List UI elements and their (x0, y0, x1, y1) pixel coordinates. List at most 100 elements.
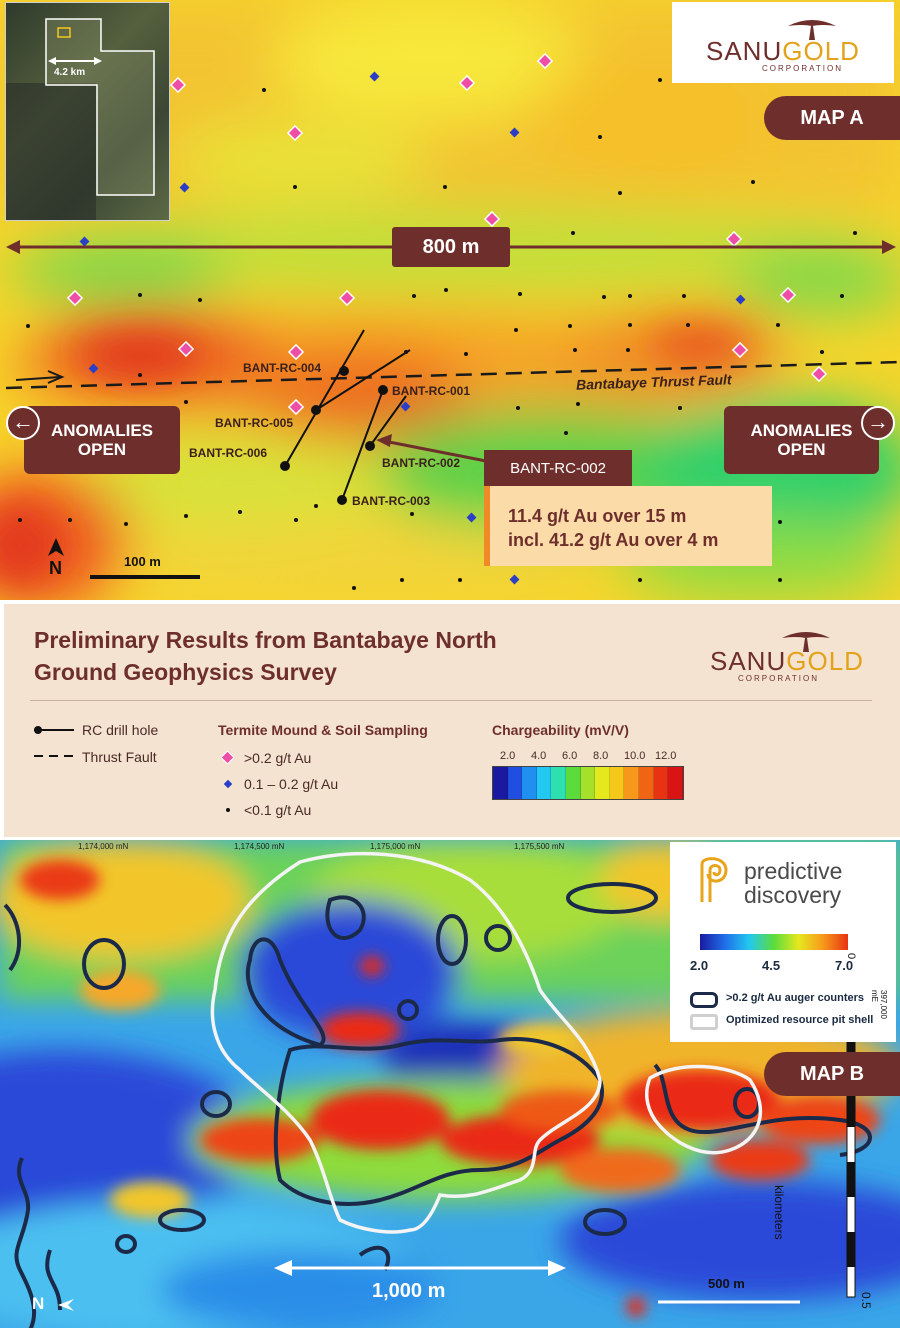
drill-holes (280, 329, 411, 505)
samples-mid (79, 71, 746, 585)
tree-icon (788, 20, 836, 40)
pit-shells (210, 851, 762, 1234)
anomalies-right-text: ANOMALIES OPEN (750, 421, 853, 459)
permit-outline (45, 18, 155, 196)
auger-contours (3, 882, 872, 1328)
thrust-arrow-icon (15, 370, 65, 384)
label-1000m: 1,000 m (372, 1280, 446, 1302)
label-800m: 800 m (392, 227, 510, 267)
legend-thrust-fault: Thrust Fault (82, 749, 157, 765)
legend-divider (30, 700, 872, 701)
arrow-1000m (274, 1260, 566, 1276)
colorbar-swatch (653, 767, 669, 799)
logo2-gold: GOLD (786, 646, 864, 676)
north-label: N (49, 558, 62, 578)
anomalies-open-right: ANOMALIES OPEN (724, 406, 879, 474)
north-arrow-b-icon (58, 1299, 74, 1311)
ramp-b-tick-1: 2.0 (690, 958, 709, 973)
colorbar-swatch (566, 767, 581, 799)
arrow-right-icon: → (861, 406, 895, 440)
northing-3: 1,175,000 mN (370, 842, 421, 851)
logo2-sanu: SANU (710, 646, 787, 676)
callout-line2: incl. 41.2 g/t Au over 4 m (508, 530, 719, 550)
arrow-left-icon: ← (6, 406, 40, 440)
legend-title: Preliminary Results from Bantabaye North… (34, 624, 497, 688)
drill-label-001: BANT-RC-001 (392, 384, 471, 398)
drill-label-004: BANT-RC-004 (243, 361, 322, 375)
scale-label-100m: 100 m (124, 554, 161, 569)
ramp-b-tick-2: 4.5 (762, 958, 781, 973)
ramp-b-colorbar (700, 934, 848, 950)
colorbar-swatch (639, 767, 654, 799)
legend-sample-low: <0.1 g/t Au (244, 802, 312, 818)
drill-label-003: BANT-RC-003 (352, 494, 431, 508)
inset-scale-label: 4.2 km (54, 67, 86, 78)
northing-1: 1,174,000 mN (78, 842, 129, 851)
legend-title-line2: Ground Geophysics Survey (34, 659, 337, 685)
colorbar-swatch (551, 767, 567, 799)
legend-pit: Optimized resource pit shell (726, 1014, 874, 1026)
logo-sanu: SANU (706, 36, 783, 66)
predictive-logo-icon (700, 857, 728, 902)
colorbar-swatch (624, 767, 640, 799)
north-label-b: N (32, 1294, 45, 1313)
project-location-marker (57, 27, 71, 38)
ramp-b-tick-3: 7.0 (835, 958, 854, 973)
logo2-sub: CORPORATION (738, 674, 819, 683)
legend-rc-drill: RC drill hole (82, 722, 159, 738)
north-arrow-icon (48, 538, 64, 556)
sanu-gold-logo-panel: SANUGOLD CORPORATION (706, 620, 876, 683)
km-0: 0 (845, 953, 857, 960)
charge-tick-label: 12.0 (655, 750, 677, 762)
logo-sub: CORPORATION (762, 64, 843, 73)
charge-tick-label: 8.0 (593, 750, 609, 762)
charge-tick-label: 6.0 (562, 750, 578, 762)
chargeability-map-b (0, 840, 900, 1328)
drill-label-002: BANT-RC-002 (382, 456, 461, 470)
pit-swatch (690, 1014, 718, 1030)
samples-high (66, 52, 828, 416)
location-inset: 4.2 km (5, 2, 170, 221)
label-500m: 500 m (708, 1276, 745, 1291)
km-label: kilometers (772, 1185, 786, 1240)
legend-panel: Preliminary Results from Bantabaye North… (4, 604, 900, 837)
charge-colorbar (492, 766, 684, 800)
colorbar-swatch (493, 767, 508, 799)
legend-sampling-head: Termite Mound & Soil Sampling (218, 722, 428, 738)
map-a-tag: MAP A (764, 96, 900, 140)
legend-charge-head: Chargeability (mV/V) (492, 722, 629, 738)
colorbar-swatch (668, 767, 683, 799)
predictive-line2: discovery (744, 882, 842, 908)
legend-symbols-1 (34, 726, 74, 757)
legend-sample-high: >0.2 g/t Au (244, 750, 312, 766)
charge-ticks: 2.0 4.0 6.0 8.0 10.0 12.0 (492, 750, 682, 764)
callout-line1: 11.4 g/t Au over 15 m (508, 506, 687, 526)
map-b: 1,174,000 mN 1,174,500 mN 1,175,000 mN 1… (0, 840, 900, 1328)
legend-title-line1: Preliminary Results from Bantabaye North (34, 627, 497, 653)
northing-4: 1,175,500 mN (514, 842, 565, 851)
charge-tick-label: 10.0 (624, 750, 646, 762)
colorbar-swatch (522, 767, 537, 799)
northing-2: 1,174,500 mN (234, 842, 285, 851)
callout-result-box: 11.4 g/t Au over 15 m incl. 41.2 g/t Au … (484, 486, 772, 566)
map-b-tag: MAP B (764, 1052, 900, 1096)
easting-label: 397,000 mE (870, 990, 888, 1019)
legend-sample-symbols (220, 750, 235, 812)
colorbar-swatch (595, 767, 610, 799)
charge-tick-label: 2.0 (500, 750, 516, 762)
drill-label-005: BANT-RC-005 (215, 416, 294, 430)
predictive-line1: predictive (744, 858, 843, 884)
logo-gold: GOLD (782, 36, 860, 66)
contour-swatch (690, 992, 718, 1008)
km-05: 0.5 (859, 1292, 873, 1309)
map-a: 4.2 km SANUGOLD CORPORATION MAP A 800 m … (0, 0, 900, 600)
charge-tick-label: 4.0 (531, 750, 547, 762)
legend-contour: >0.2 g/t Au auger counters (726, 992, 865, 1004)
drill-label-006: BANT-RC-006 (189, 446, 268, 460)
callout-arrow-icon (376, 434, 392, 447)
tree-icon-2 (782, 632, 830, 652)
callout-leader (383, 439, 487, 463)
predictive-legend-box: predictive discovery 2.0 4.5 7.0 >0.2 g/… (670, 842, 896, 1042)
colorbar-swatch (507, 767, 523, 799)
sanu-gold-logo-top: SANUGOLD CORPORATION (672, 2, 894, 83)
